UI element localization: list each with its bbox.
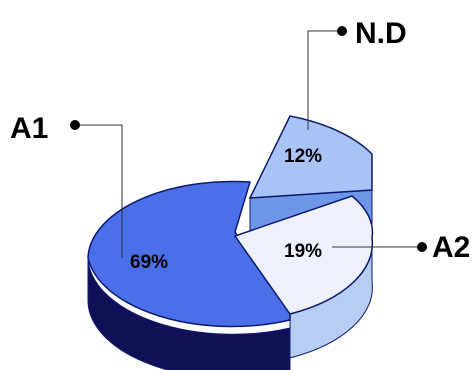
callout-dot-A2 — [417, 242, 427, 252]
label-A1: A1 — [10, 112, 48, 145]
slice-A2 — [233, 195, 374, 315]
label-A2: A2 — [432, 231, 470, 264]
callout-dot-A1 — [70, 120, 80, 130]
value-label-A1: 69% — [130, 252, 168, 273]
slice-A1 — [87, 180, 291, 328]
callout-line-A1 — [75, 124, 123, 258]
label-N.D: N.D — [355, 17, 407, 50]
slice-N.D — [248, 115, 373, 199]
callout-dot-N.D — [337, 26, 347, 36]
value-label-N.D: 12% — [284, 146, 322, 167]
value-label-A2: 19% — [284, 241, 322, 262]
slice-side-A1 — [87, 257, 291, 370]
callout-line-N.D — [307, 30, 342, 130]
